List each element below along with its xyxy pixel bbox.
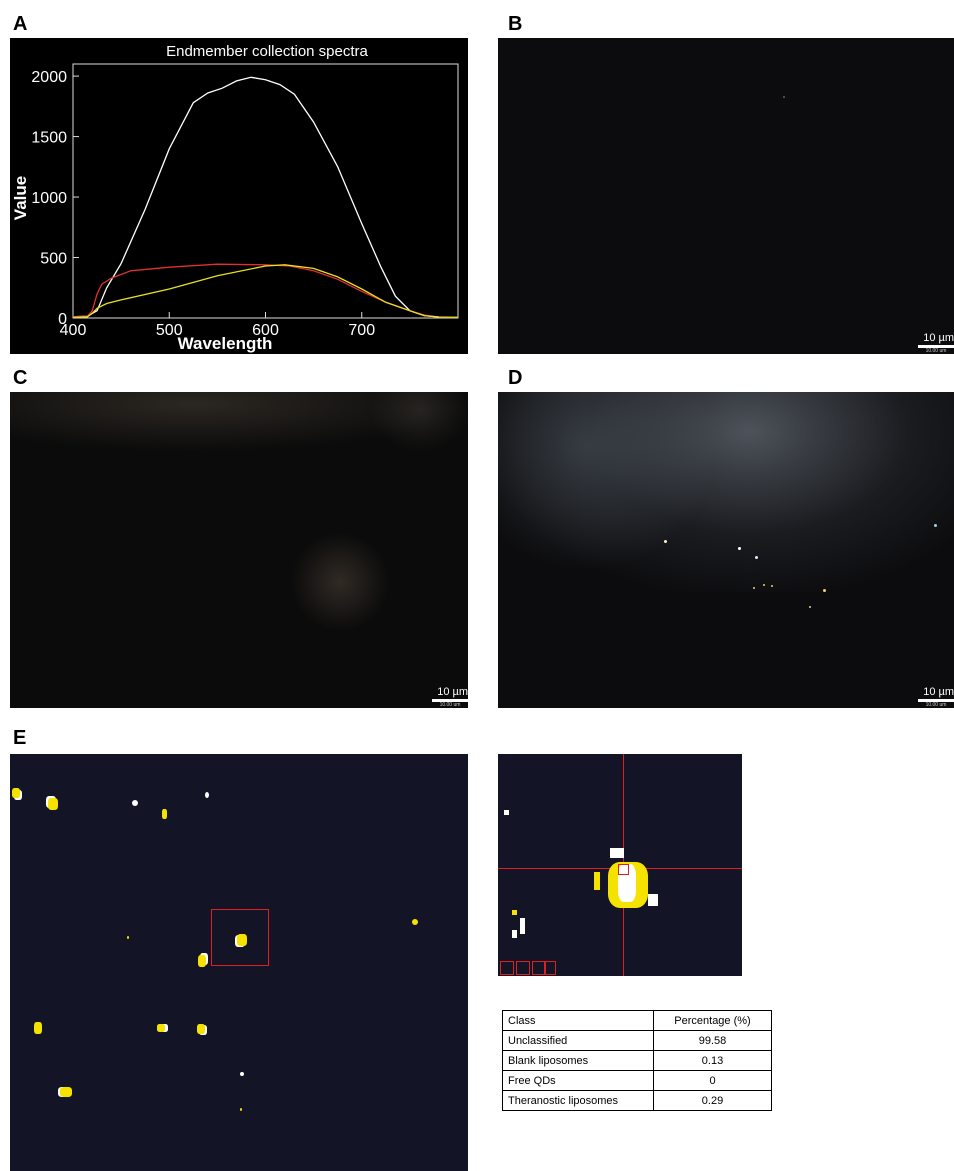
- bright-spot: [809, 606, 811, 608]
- particle-cluster: [240, 1072, 244, 1076]
- scale-bar-c: 10 µm 10.00 um: [432, 686, 468, 708]
- panel-label-a: A: [13, 13, 28, 35]
- header-percentage: Percentage (%): [653, 1010, 772, 1031]
- bright-spot: [771, 585, 773, 587]
- x-tick-label: 600: [252, 322, 279, 339]
- y-tick-label: 1500: [31, 130, 67, 147]
- y-tick-label: 1000: [31, 190, 67, 207]
- row-percentage: 0.29: [653, 1090, 772, 1111]
- scale-bar-b: 10 µm 10.00 um: [918, 332, 954, 354]
- table-row: Theranostic liposomes 0.29: [502, 1090, 772, 1111]
- inset-pixel: [512, 910, 517, 915]
- table-row: Unclassified 99.58: [502, 1030, 772, 1051]
- y-axis-label: Value: [11, 176, 30, 220]
- inset-particle-top: [610, 848, 624, 858]
- particle-cluster: [197, 1024, 205, 1034]
- scale-bar-label: 10 µm: [923, 686, 954, 698]
- particle-cluster: [412, 919, 418, 925]
- micrograph-b: 10 µm 10.00 um: [498, 38, 954, 354]
- panel-label-c: C: [13, 367, 28, 389]
- particle-cluster: [34, 1022, 42, 1034]
- particle-cluster: [12, 788, 20, 798]
- particle-cluster: [237, 934, 247, 946]
- zoom-inset: [498, 754, 742, 976]
- inset-pixel: [504, 810, 509, 815]
- row-percentage: 99.58: [653, 1030, 772, 1051]
- bright-spot: [753, 587, 755, 589]
- x-tick-label: 400: [60, 322, 87, 339]
- grid-icon-alt[interactable]: [544, 961, 556, 975]
- inset-pixel: [520, 918, 525, 934]
- chart-background: [10, 38, 468, 354]
- scale-bar-d: 10 µm 10.00 um: [918, 686, 954, 708]
- spectra-chart: Endmember collection spectra 0 500 1000 150…: [10, 38, 468, 354]
- scale-bar-label: 10 µm: [437, 686, 468, 698]
- row-class: Unclassified: [502, 1030, 654, 1051]
- particle-cluster: [127, 936, 129, 939]
- panel-label-d: D: [508, 367, 523, 389]
- panel-label-b: B: [508, 13, 523, 35]
- bright-spot: [783, 96, 785, 98]
- scale-bar-line: [918, 345, 954, 348]
- x-tick-label: 700: [348, 322, 375, 339]
- table-header-row: Class Percentage (%): [502, 1010, 772, 1031]
- scale-bar-label: 10 µm: [923, 332, 954, 344]
- scale-bar-sub: 10.00 um: [925, 348, 947, 354]
- spectrum-line: [72, 264, 459, 319]
- y-tick-label: 0: [58, 311, 67, 328]
- x-axis-label: Wavelength: [178, 334, 273, 353]
- particle-cluster: [48, 798, 58, 810]
- zoom-in-icon[interactable]: [516, 961, 530, 975]
- particle-cluster: [162, 809, 167, 819]
- x-tick-label: 500: [156, 322, 183, 339]
- particle-cluster: [60, 1087, 72, 1097]
- bright-spot: [664, 540, 667, 543]
- micrograph-d: 10 µm 10.00 um: [498, 392, 954, 708]
- particle-cluster: [205, 792, 209, 798]
- grid-icon[interactable]: [532, 961, 546, 975]
- bright-spot: [823, 589, 826, 592]
- classification-map: [10, 754, 468, 1171]
- haze-cloud: [498, 392, 954, 592]
- row-percentage: 0.13: [653, 1050, 772, 1071]
- scale-bar-line: [432, 699, 468, 702]
- inset-target-box: [618, 864, 629, 875]
- y-tick-label: 2000: [31, 69, 67, 86]
- particle-cluster: [157, 1024, 165, 1032]
- panel-label-e: E: [13, 727, 27, 749]
- particle-cluster: [198, 955, 206, 967]
- inset-pixel: [512, 930, 517, 938]
- inset-particle-edge: [594, 872, 600, 890]
- row-class: Blank liposomes: [502, 1050, 654, 1071]
- scale-bar-sub: 10.00 um: [925, 702, 947, 708]
- chart-title: Endmember collection spectra: [166, 43, 368, 60]
- bright-spot: [755, 556, 758, 559]
- particle-cluster: [132, 800, 138, 806]
- haze-cloud-left: [498, 392, 718, 572]
- scale-bar-sub: 10.00 um: [439, 702, 461, 708]
- row-class: Free QDs: [502, 1070, 654, 1091]
- row-class: Theranostic liposomes: [502, 1090, 654, 1111]
- selection-box[interactable]: [211, 909, 269, 966]
- bright-spot: [934, 524, 937, 527]
- haze-center: [290, 532, 390, 632]
- table-row: Blank liposomes 0.13: [502, 1050, 772, 1071]
- bright-spot: [738, 547, 741, 550]
- micrograph-c: 10 µm 10.00 um: [10, 392, 468, 708]
- inset-particle-right: [648, 894, 658, 906]
- zoom-out-icon[interactable]: [500, 961, 514, 975]
- table-row: Free QDs 0: [502, 1070, 772, 1091]
- inset-particle-core: [618, 864, 636, 902]
- spectrum-line: [72, 76, 459, 319]
- header-class: Class: [502, 1010, 654, 1031]
- scale-bar-line: [918, 699, 954, 702]
- particle-cluster: [240, 1108, 242, 1111]
- row-percentage: 0: [653, 1070, 772, 1091]
- y-tick-label: 500: [40, 251, 67, 268]
- classification-table: Class Percentage (%) Unclassified 99.58 …: [502, 1010, 772, 1111]
- bright-spot: [763, 584, 765, 586]
- haze-top-right: [370, 392, 468, 452]
